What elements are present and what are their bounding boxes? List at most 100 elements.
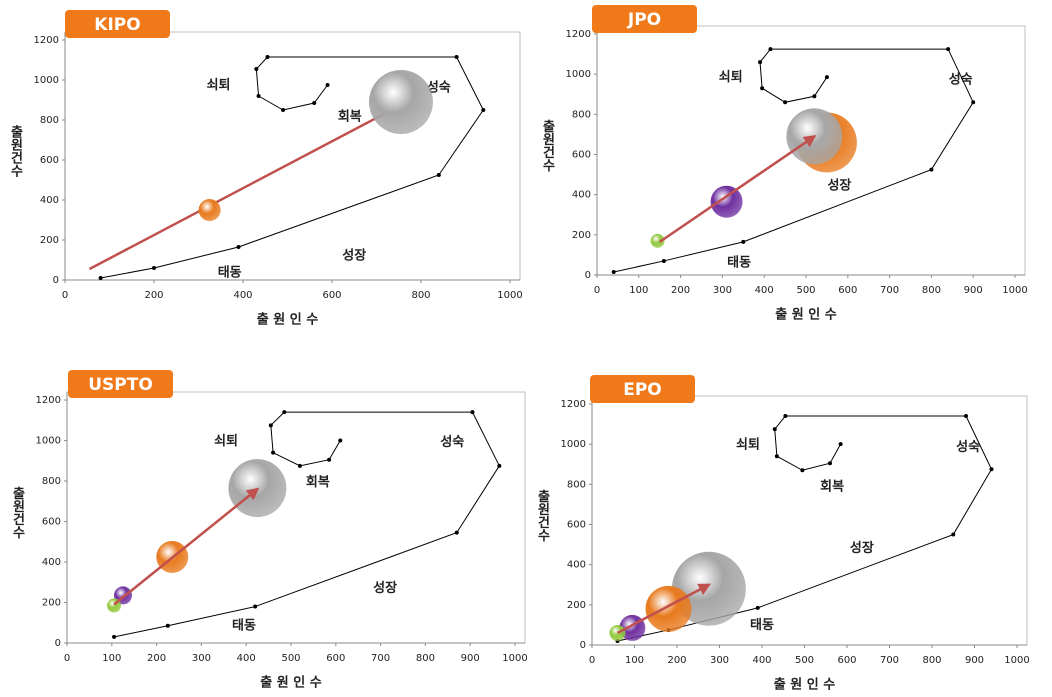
annotation: 쇠퇴: [719, 69, 743, 85]
x-tick-label: 300: [192, 653, 211, 664]
x-tick-label: 100: [629, 285, 648, 296]
life-cycle-point: [254, 67, 258, 71]
life-cycle-point: [269, 423, 273, 427]
x-tick-label: 400: [233, 290, 252, 301]
annotation: 성숙: [440, 435, 464, 450]
chart-title: USPTO: [88, 375, 153, 395]
x-tick-label: 600: [837, 655, 856, 666]
life-cycle-point: [237, 245, 241, 249]
y-tick-label: 200: [567, 600, 586, 611]
x-tick-label: 1000: [1004, 655, 1029, 666]
x-axis-title: 출 원 인 수: [775, 307, 836, 323]
x-tick-label: 300: [710, 655, 729, 666]
x-axis-title: 출 원 인 수: [260, 675, 321, 691]
life-cycle-point: [828, 461, 832, 465]
life-cycle-point: [326, 83, 330, 87]
life-cycle-point: [990, 467, 994, 471]
life-cycle-point: [253, 605, 257, 609]
y-tick-label: 1000: [566, 69, 591, 80]
x-tick-label: 0: [62, 290, 68, 301]
x-tick-label: 400: [752, 655, 771, 666]
y-tick-label: 800: [42, 476, 61, 487]
life-cycle-point: [964, 414, 968, 418]
x-tick-label: 100: [102, 653, 121, 664]
x-tick-label: 700: [371, 653, 390, 664]
x-tick-label: 100: [625, 655, 644, 666]
life-cycle-point: [152, 266, 156, 270]
life-cycle-point: [437, 173, 441, 177]
y-tick-label: 600: [567, 520, 586, 531]
y-axis-title: 출원건수: [535, 489, 550, 543]
x-tick-label: 200: [144, 290, 163, 301]
x-tick-label: 800: [411, 290, 430, 301]
y-tick-label: 1000: [561, 439, 586, 450]
annotation: 성장: [850, 540, 874, 556]
life-cycle-point: [800, 468, 804, 472]
trend-arrow: [114, 489, 257, 604]
x-tick-label: 900: [965, 655, 984, 666]
y-tick-label: 200: [42, 598, 61, 609]
y-tick-label: 0: [580, 640, 586, 651]
life-cycle-point: [756, 606, 760, 610]
y-tick-label: 1000: [36, 436, 61, 447]
trend-arrow: [660, 136, 815, 241]
annotation: 쇠퇴: [736, 436, 760, 452]
y-tick-label: 0: [53, 275, 59, 286]
life-cycle-point: [612, 270, 616, 274]
chart-title: EPO: [623, 380, 662, 400]
life-cycle-point: [946, 47, 950, 51]
life-cycle-point: [783, 414, 787, 418]
life-cycle-line: [614, 49, 973, 272]
x-tick-label: 0: [64, 653, 70, 664]
panel: JPO0200400600800100012000100200300400500…: [540, 5, 1028, 323]
x-tick-label: 700: [880, 655, 899, 666]
x-tick-label: 500: [796, 285, 815, 296]
y-axis-title: 출원건수: [8, 124, 23, 178]
figure: KIPO020040060080010001200020040060080010…: [0, 0, 1052, 697]
y-tick-label: 400: [567, 560, 586, 571]
x-tick-label: 900: [964, 285, 983, 296]
life-cycle-point: [497, 464, 501, 468]
y-tick-label: 1200: [34, 35, 59, 46]
y-tick-label: 400: [42, 557, 61, 568]
life-cycle-point: [281, 108, 285, 112]
annotation: 성장: [827, 177, 851, 193]
life-cycle-point: [971, 100, 975, 104]
y-tick-label: 600: [572, 150, 591, 161]
x-tick-label: 500: [281, 653, 300, 664]
chart-title: JPO: [627, 10, 661, 30]
x-tick-label: 300: [713, 285, 732, 296]
y-tick-label: 800: [572, 109, 591, 120]
life-cycle-point: [758, 60, 762, 64]
annotation: 회복: [820, 479, 844, 495]
annotation: 회복: [306, 474, 330, 490]
x-tick-label: 700: [880, 285, 899, 296]
panel: EPO0200400600800100012000100200300400500…: [535, 375, 1030, 693]
life-cycle-point: [760, 86, 764, 90]
y-tick-label: 0: [55, 638, 61, 649]
life-cycle-point: [298, 464, 302, 468]
x-tick-label: 500: [795, 655, 814, 666]
x-tick-label: 400: [755, 285, 774, 296]
y-tick-label: 600: [42, 517, 61, 528]
life-cycle-point: [768, 47, 772, 51]
life-cycle-point: [929, 168, 933, 172]
y-axis-title: 출원건수: [540, 119, 555, 173]
x-tick-label: 200: [671, 285, 690, 296]
y-tick-label: 200: [572, 230, 591, 241]
life-cycle-point: [312, 101, 316, 105]
life-cycle-point: [839, 442, 843, 446]
x-tick-label: 600: [838, 285, 857, 296]
bubble: [228, 459, 286, 517]
life-cycle-point: [481, 108, 485, 112]
plot-frame: [67, 392, 525, 643]
annotation: 회복: [338, 108, 362, 124]
x-tick-label: 800: [922, 285, 941, 296]
x-tick-label: 400: [237, 653, 256, 664]
life-cycle-point: [455, 531, 459, 535]
life-cycle-point: [470, 410, 474, 414]
life-cycle-point: [166, 624, 170, 628]
y-axis-title: 출원건수: [10, 486, 25, 540]
